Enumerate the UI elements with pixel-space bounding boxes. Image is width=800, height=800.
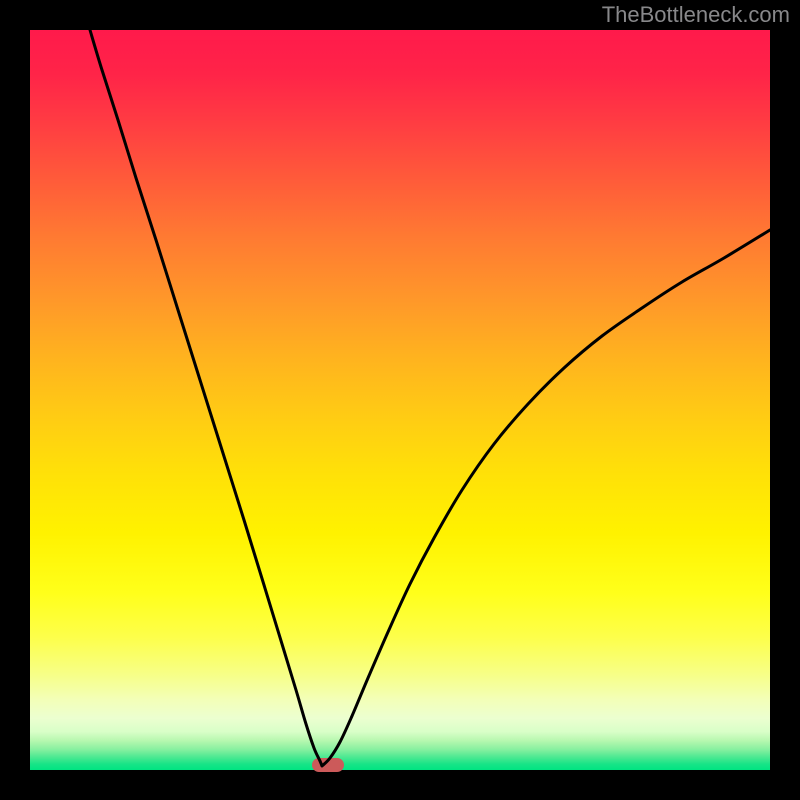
- plot-group: [30, 30, 770, 772]
- chart-svg: [0, 0, 800, 800]
- plot-background: [30, 30, 770, 770]
- watermark-text: TheBottleneck.com: [602, 2, 790, 28]
